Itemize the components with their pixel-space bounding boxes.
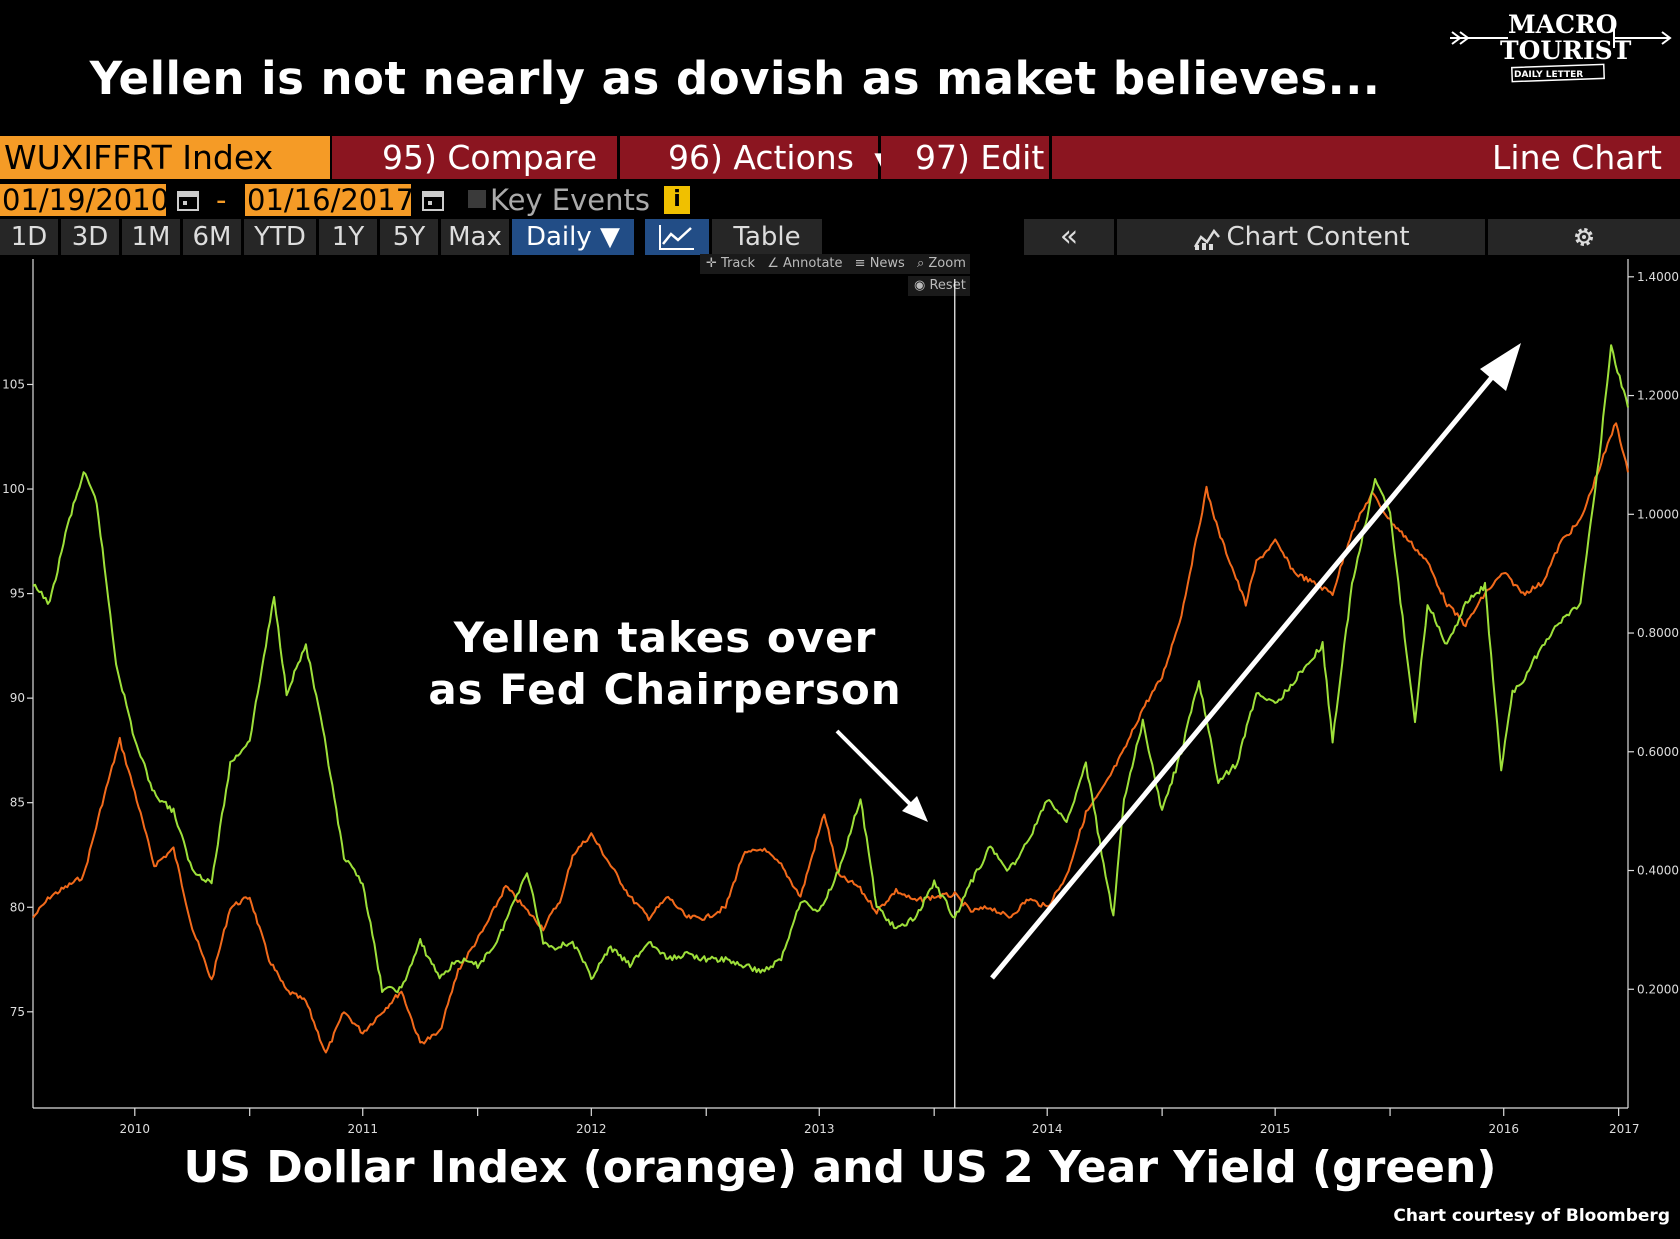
x-tick-label: 2017 [1609,1122,1640,1136]
line-chart-icon [659,225,694,250]
reset-icon: ◉ [914,278,926,293]
news-tool[interactable]: News [869,256,905,271]
calendar-icon[interactable] [419,186,447,214]
period-1y[interactable]: 1Y [319,219,377,255]
annotate-tool[interactable]: Annotate [783,256,843,271]
dollar-index-line [32,422,1629,1054]
key-events-label: Key Events [490,183,650,217]
edit-label: 97) Edit [915,138,1045,177]
left-tick-label: 95 [10,587,25,601]
actions-label: 96) Actions [668,138,854,177]
two-year-yield-line [32,344,1629,994]
date-separator: - [216,183,227,217]
x-tick-label: 2015 [1260,1122,1291,1136]
left-tick-label: 75 [10,1005,25,1019]
edit-menu[interactable]: 97) Edit ▼ [881,136,1073,179]
collapse-button[interactable]: « [1024,219,1114,255]
tick-labels: 75 80 85 90 95 100 105 0.2000 0.4000 0.6000 0.8000… [2,270,1679,1136]
left-tick-label: 100 [2,482,25,496]
x-tick-label: 2013 [804,1122,835,1136]
table-button[interactable]: Table [712,219,822,255]
right-tick-label: 0.6000 [1637,745,1679,759]
left-tick-label: 85 [10,796,25,810]
annotation-line2: as Fed Chairperson [428,665,902,714]
period-ytd[interactable]: YTD [244,219,316,255]
compare-button[interactable]: 95) Compare [332,136,617,179]
period-5y[interactable]: 5Y [380,219,438,255]
zoom-icon: ⌕ [916,256,925,271]
right-tick-label: 0.4000 [1637,864,1679,878]
zoom-tool[interactable]: Zoom [928,256,966,271]
reset-label: Reset [929,278,966,293]
chart-type-label: Line Chart [1052,136,1680,179]
key-events-checkbox[interactable] [468,190,486,208]
x-tick-label: 2010 [120,1122,151,1136]
frequency-dropdown[interactable]: Daily ▼ [512,219,634,255]
chart-content-label: Chart Content [1226,222,1410,252]
chart-tools-bar: ✛ Track ∠ Annotate ≡ News ⌕ Zoom [700,254,970,274]
period-1m[interactable]: 1M [122,219,180,255]
chart-content-button[interactable]: Chart Content [1117,219,1485,255]
right-tick-label: 1.2000 [1637,389,1679,403]
x-tick-label: 2014 [1032,1122,1063,1136]
info-icon[interactable]: i [664,186,690,214]
trend-arrow-shaft [990,368,1500,980]
settings-button[interactable] [1488,219,1680,255]
news-icon: ≡ [854,256,866,271]
left-tick-label: 80 [10,900,25,914]
logo-line1: MACRO [1508,10,1618,39]
line-chart-view-button[interactable] [645,219,709,255]
ticker-field[interactable]: WUXIFFRT Index [0,136,330,179]
logo-line2: TOURIST [1500,36,1632,65]
annotation-arrow-shaft [835,729,920,814]
series-lines [32,344,1629,1054]
annotation-line1: Yellen takes over [453,613,877,662]
gear-icon [1575,228,1593,246]
crosshair-icon: ✛ [706,256,717,271]
headline: Yellen is not nearly as dovish as maket … [89,52,1381,105]
period-3d[interactable]: 3D [61,219,119,255]
logo-line3: DAILY LETTER [1514,70,1584,80]
x-tick-label: 2016 [1488,1122,1519,1136]
chart-credit: Chart courtesy of Bloomberg [1393,1206,1670,1226]
annotate-icon: ∠ [767,256,779,271]
trend-arrow-head [1480,343,1521,391]
yellen-annotation: Yellen takes over as Fed Chairperson [420,612,910,716]
period-1d[interactable]: 1D [0,219,58,255]
right-tick-label: 0.2000 [1637,982,1679,996]
left-tick-label: 105 [2,377,25,391]
chart[interactable]: 75 80 85 90 95 100 105 0.2000 0.4000 0.6000 0.8000… [0,255,1680,1145]
period-6m[interactable]: 6M [183,219,241,255]
period-max[interactable]: Max [441,219,509,255]
compare-label: 95) Compare [382,138,598,177]
macro-tourist-logo: MACRO TOURIST DAILY LETTER [1448,8,1674,88]
start-date-input[interactable]: 01/19/2010 [0,183,170,217]
chart-content-icon [1194,228,1221,250]
track-tool[interactable]: Track [721,256,756,271]
axes [27,259,1634,1116]
arrow-icon [1450,28,1672,83]
chart-caption: US Dollar Index (orange) and US 2 Year Y… [183,1142,1497,1193]
annotation-arrows [835,343,1521,980]
left-tick-label: 90 [10,691,25,705]
x-tick-label: 2012 [576,1122,607,1136]
right-tick-label: 0.8000 [1637,626,1679,640]
right-tick-label: 1.0000 [1637,507,1679,521]
end-date-input[interactable]: 01/16/2017 [245,183,415,217]
actions-menu[interactable]: 96) Actions ▼ [620,136,888,179]
calendar-icon[interactable] [174,186,202,214]
x-tick-label: 2011 [347,1122,378,1136]
right-tick-label: 1.4000 [1637,270,1679,284]
annotation-arrow-head [902,796,928,822]
